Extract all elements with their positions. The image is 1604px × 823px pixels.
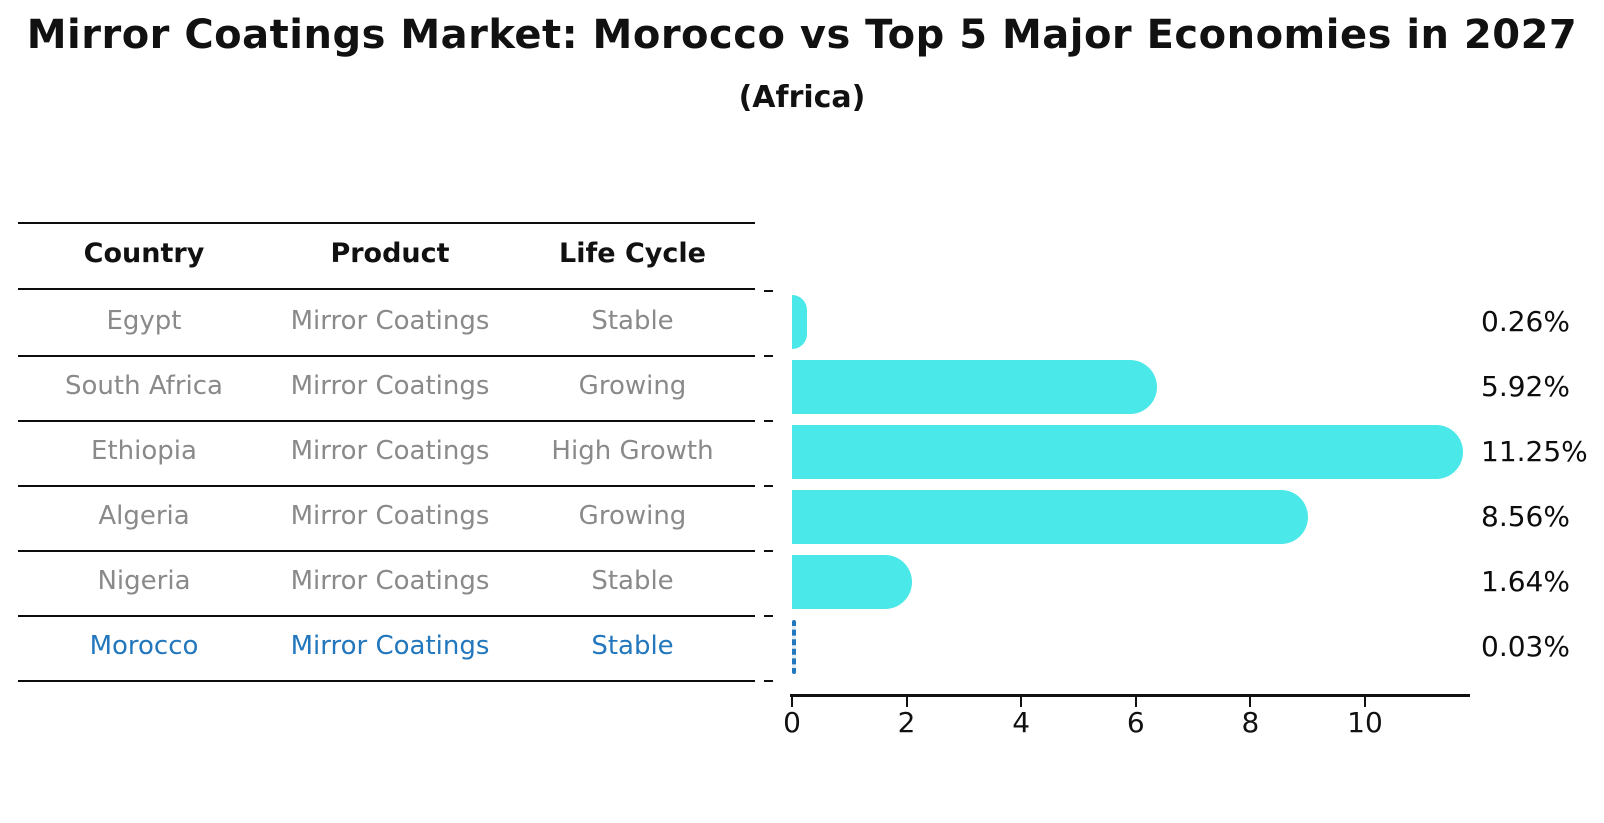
- cell-product: Mirror Coatings: [290, 566, 490, 596]
- x-axis-tick-label: 2: [897, 706, 916, 739]
- x-axis-tick-label: 4: [1012, 706, 1031, 739]
- cell-country: Nigeria: [97, 566, 191, 596]
- bar: [792, 425, 1463, 479]
- cell-lifecycle: Growing: [578, 371, 687, 401]
- y-axis-tick: [764, 550, 773, 552]
- cell-product: Mirror Coatings: [290, 371, 490, 401]
- y-axis-tick: [764, 615, 773, 617]
- cell-product: Mirror Coatings: [290, 501, 490, 531]
- table-top-rule: [18, 222, 755, 224]
- value-label: 5.92%: [1481, 370, 1570, 403]
- x-axis-tick: [1020, 697, 1023, 707]
- value-label: 8.56%: [1481, 500, 1570, 533]
- x-axis-line: [790, 694, 1470, 697]
- cell-product: Mirror Coatings: [290, 436, 490, 466]
- column-header-country: Country: [83, 238, 205, 269]
- x-axis-tick-label: 10: [1347, 706, 1383, 739]
- column-header-product: Product: [330, 238, 450, 269]
- cell-country: Algeria: [98, 501, 190, 531]
- x-axis-tick-label: 0: [783, 706, 801, 739]
- x-axis-tick: [905, 697, 908, 707]
- cell-country: Egypt: [106, 306, 182, 336]
- cell-country: South Africa: [65, 371, 223, 401]
- value-label: 0.26%: [1481, 305, 1570, 338]
- table-row-rule: [18, 355, 755, 357]
- cell-country: Ethiopia: [91, 436, 197, 466]
- value-label: 0.03%: [1481, 630, 1570, 663]
- cell-lifecycle: Growing: [578, 501, 687, 531]
- cell-product: Mirror Coatings: [290, 631, 490, 661]
- bar: [792, 360, 1157, 414]
- bar-morocco-highlight: [792, 620, 796, 674]
- table-row-rule: [18, 550, 755, 552]
- y-axis-tick: [764, 290, 773, 292]
- x-axis-tick: [1364, 697, 1366, 707]
- cell-product: Mirror Coatings: [290, 306, 490, 336]
- table-row-rule: [18, 420, 755, 422]
- x-axis-tick: [1134, 697, 1137, 707]
- y-axis-tick: [764, 485, 773, 487]
- y-axis-tick: [764, 355, 773, 357]
- x-axis-tick: [1249, 697, 1252, 707]
- bar: [792, 490, 1308, 544]
- bar: [792, 295, 807, 349]
- value-label: 11.25%: [1481, 435, 1588, 468]
- chart-title: Mirror Coatings Market: Morocco vs Top 5…: [26, 12, 1578, 58]
- bar: [792, 555, 912, 609]
- y-axis-tick: [764, 680, 773, 682]
- chart-subtitle: (Africa): [738, 80, 866, 115]
- y-axis-tick: [764, 420, 773, 422]
- cell-lifecycle: Stable: [591, 631, 674, 661]
- cell-lifecycle: High Growth: [551, 436, 714, 466]
- x-axis-tick: [791, 697, 793, 707]
- table-row-rule: [18, 680, 755, 682]
- column-header-lifecycle: Life Cycle: [559, 238, 706, 269]
- x-axis-tick-label: 6: [1126, 706, 1145, 739]
- x-axis-tick-label: 8: [1241, 706, 1260, 739]
- table-header-rule: [18, 288, 755, 290]
- cell-lifecycle: Stable: [591, 306, 674, 336]
- cell-country: Morocco: [89, 631, 199, 661]
- cell-lifecycle: Stable: [591, 566, 674, 596]
- value-label: 1.64%: [1481, 565, 1570, 598]
- table-row-rule: [18, 615, 755, 617]
- table-row-rule: [18, 485, 755, 487]
